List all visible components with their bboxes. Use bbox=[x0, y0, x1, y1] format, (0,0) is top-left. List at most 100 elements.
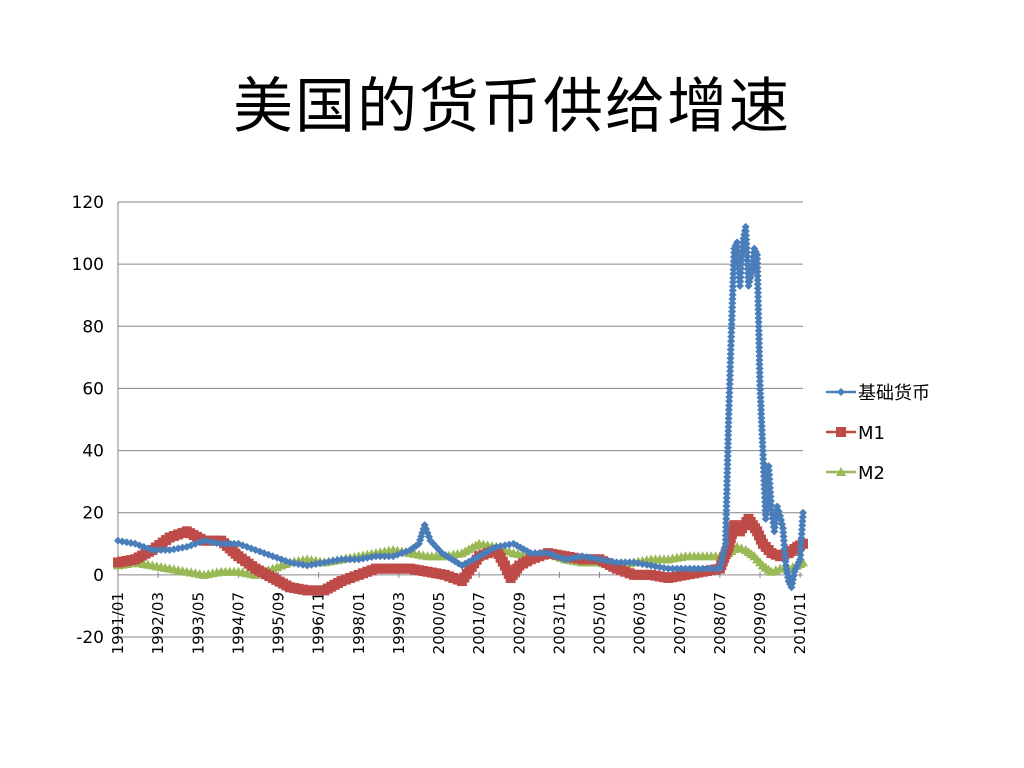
data-point bbox=[725, 397, 734, 406]
data-point bbox=[728, 294, 737, 303]
data-point bbox=[737, 255, 746, 264]
data-point bbox=[725, 401, 734, 410]
data-point bbox=[737, 260, 746, 269]
data-point bbox=[736, 273, 745, 282]
x-tick-label: 2003/11 bbox=[550, 592, 568, 654]
data-point bbox=[724, 414, 733, 423]
data-point bbox=[723, 447, 732, 456]
data-point bbox=[723, 439, 732, 448]
data-point bbox=[724, 410, 733, 419]
data-point bbox=[721, 527, 730, 536]
series-base-money bbox=[114, 222, 807, 592]
data-point bbox=[754, 322, 763, 331]
data-point bbox=[754, 335, 763, 344]
data-point bbox=[733, 242, 742, 251]
data-point bbox=[694, 564, 703, 573]
data-point bbox=[722, 489, 731, 498]
data-point bbox=[754, 313, 763, 322]
x-tick-label: 2007/05 bbox=[671, 592, 689, 654]
data-point bbox=[766, 496, 775, 505]
data-point bbox=[156, 546, 165, 554]
data-point bbox=[742, 231, 751, 240]
data-point bbox=[702, 564, 711, 573]
data-point bbox=[723, 456, 732, 465]
data-point bbox=[722, 502, 731, 511]
data-point bbox=[531, 549, 540, 558]
data-point bbox=[721, 539, 730, 548]
legend-label: M1 bbox=[858, 423, 885, 444]
x-tick-label: 2006/03 bbox=[631, 592, 649, 654]
y-tick-label: 20 bbox=[82, 504, 104, 524]
data-point bbox=[726, 367, 735, 376]
legend-label: 基础货币 bbox=[858, 383, 930, 404]
data-point bbox=[723, 443, 732, 452]
data-point bbox=[726, 345, 735, 354]
data-point bbox=[724, 418, 733, 427]
data-point bbox=[727, 328, 736, 337]
data-point bbox=[766, 488, 775, 497]
data-point bbox=[726, 341, 735, 350]
data-point bbox=[754, 301, 763, 310]
legend-item: M2 bbox=[826, 463, 885, 484]
data-point bbox=[766, 483, 775, 492]
data-point bbox=[765, 479, 774, 488]
data-point bbox=[721, 535, 730, 544]
data-point bbox=[723, 464, 732, 473]
data-point bbox=[341, 555, 350, 564]
data-point bbox=[505, 540, 514, 549]
data-point bbox=[727, 315, 736, 324]
data-point bbox=[759, 450, 768, 459]
data-point bbox=[728, 282, 737, 291]
data-point bbox=[725, 379, 734, 388]
x-tick-label: 2001/07 bbox=[470, 592, 488, 654]
data-point bbox=[350, 555, 359, 564]
x-tick-label: 2002/09 bbox=[510, 592, 528, 654]
data-point bbox=[152, 546, 161, 554]
data-point bbox=[755, 368, 764, 377]
data-point bbox=[755, 347, 764, 356]
data-point bbox=[754, 297, 763, 306]
data-point bbox=[753, 250, 762, 259]
legend-marker bbox=[837, 388, 845, 396]
data-point bbox=[698, 564, 707, 573]
data-point bbox=[722, 510, 731, 519]
data-point bbox=[685, 564, 694, 573]
data-point bbox=[539, 549, 548, 558]
data-point bbox=[728, 299, 737, 308]
data-point bbox=[742, 235, 751, 244]
data-point bbox=[625, 558, 634, 567]
data-point bbox=[767, 501, 776, 510]
legend-item: 基础货币 bbox=[826, 383, 930, 404]
data-point bbox=[722, 518, 731, 527]
data-point bbox=[725, 384, 734, 393]
series-group bbox=[113, 222, 808, 596]
data-point bbox=[621, 558, 630, 567]
data-point bbox=[727, 337, 736, 346]
x-tick-label: 1993/05 bbox=[189, 592, 207, 654]
data-point bbox=[526, 549, 535, 558]
x-tick-label: 1992/03 bbox=[149, 592, 167, 654]
x-tick-label: 1996/11 bbox=[310, 592, 328, 654]
data-point bbox=[724, 426, 733, 435]
data-point bbox=[755, 372, 764, 381]
data-point bbox=[617, 558, 626, 567]
data-point bbox=[737, 264, 746, 273]
data-point bbox=[736, 268, 745, 277]
data-point bbox=[711, 564, 720, 573]
data-point bbox=[729, 273, 738, 282]
data-point bbox=[743, 260, 752, 269]
data-point bbox=[723, 468, 732, 477]
data-point bbox=[726, 349, 735, 358]
data-point bbox=[726, 358, 735, 367]
data-point bbox=[755, 360, 764, 369]
data-point bbox=[728, 307, 737, 316]
data-point bbox=[743, 256, 752, 265]
data-point bbox=[741, 222, 750, 231]
data-point bbox=[753, 280, 762, 289]
data-point bbox=[722, 481, 731, 490]
data-point bbox=[743, 252, 752, 261]
data-point bbox=[727, 320, 736, 329]
data-point bbox=[766, 492, 775, 501]
data-point bbox=[754, 292, 763, 301]
axes: 120 100 80 60 40 20 0 -20 1991/01 1992/03 1993/05 1… bbox=[72, 193, 810, 654]
